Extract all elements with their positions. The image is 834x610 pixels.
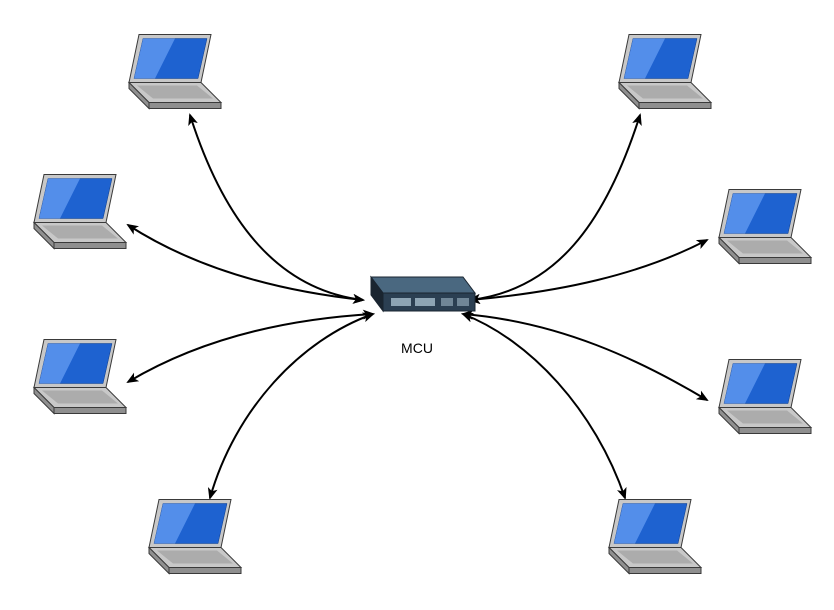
laptop-icon (595, 498, 705, 583)
laptop-icon (605, 33, 715, 118)
mcu-label: MCU (401, 340, 433, 356)
laptop-icon (20, 173, 130, 258)
connection-arrow (128, 314, 373, 382)
connection-arrow (470, 115, 640, 300)
connection-arrow (190, 115, 363, 300)
connection-arrow (210, 314, 373, 498)
connection-arrow (463, 314, 625, 498)
laptop-icon (705, 358, 815, 443)
laptop-icon (705, 188, 815, 273)
laptop-icon (115, 33, 225, 118)
connection-arrow (470, 240, 707, 300)
connection-arrow (463, 314, 707, 400)
diagram-canvas: MCU (0, 0, 834, 610)
laptop-icon (20, 338, 130, 423)
laptop-icon (135, 498, 245, 583)
connection-arrow (128, 225, 363, 300)
mcu-icon (357, 271, 477, 321)
